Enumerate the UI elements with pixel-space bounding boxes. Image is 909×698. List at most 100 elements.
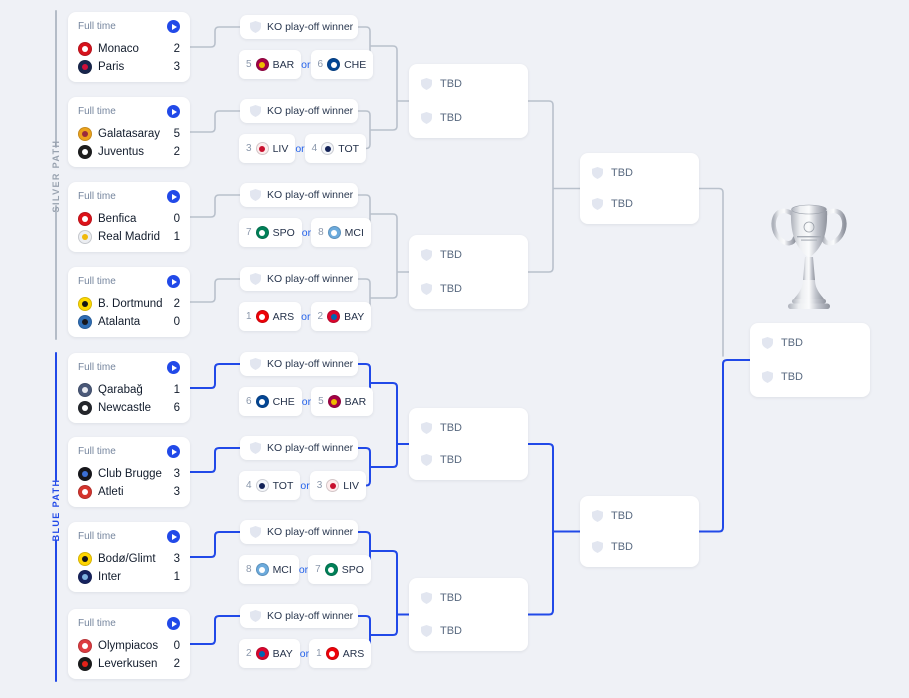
or-separator: or [295,142,305,155]
ko-playoff-winner-label: KO play-off winner [267,610,354,622]
tbd-slot: TBD [611,541,633,553]
play-video-button[interactable] [167,275,180,288]
team-name: Galatasaray [98,128,161,140]
match-card-dortmund-atalanta[interactable]: Full time B. Dortmund 2 Atalanta 0 [68,267,190,337]
play-video-button[interactable] [167,190,180,203]
club-badge-bar [327,395,341,408]
team-row: Benfica 0 [78,210,180,228]
seed-number: 7 [315,564,321,575]
blue-path-rail-top [55,352,57,481]
play-video-button[interactable] [167,445,180,458]
seed-number: 6 [246,396,252,407]
tbd-slot: TBD [440,78,462,90]
shield-icon [250,105,261,117]
tbd-slot: TBD [611,198,633,210]
seed-number: 4 [311,143,318,154]
club-badge-ars [255,310,269,323]
match-card-galatasaray-juventus[interactable]: Full time Galatasaray 5 Juventus 2 [68,97,190,167]
match-status: Full time [78,276,116,287]
shield-icon [421,592,432,604]
match-card-brugge-atleti[interactable]: Full time Club Brugge 3 Atleti 3 [68,437,190,507]
playoff-pairing: 2 BAY or 1 ARS [239,639,372,668]
play-video-button[interactable] [167,361,180,374]
silver-path-rail-top [55,10,57,148]
team-score: 3 [173,553,180,565]
team-name: Leverkusen [98,658,158,670]
seed-number: 1 [246,311,252,322]
playoff-team-left: 5 BAR [239,50,302,79]
shield-icon [421,454,432,466]
match-status: Full time [78,106,116,117]
silver-connectors [189,26,724,357]
team-score: 2 [173,658,180,670]
shield-icon [250,442,261,454]
shield-icon [421,112,432,124]
playoff-team-left: 2 BAY [239,639,300,668]
club-code: MCI [344,226,364,239]
ko-playoff-winner-label: KO play-off winner [267,358,354,370]
playoff-team-left: 6 CHE [239,387,302,416]
team-row: Bodø/Glimt 3 [78,550,180,568]
play-icon [171,533,177,540]
play-video-button[interactable] [167,105,180,118]
or-separator: or [301,310,311,323]
team-name: Bodø/Glimt [98,553,156,565]
team-row: Galatasaray 5 [78,125,180,143]
match-status: Full time [78,446,116,457]
team-score: 6 [173,402,180,414]
team-score: 1 [173,231,180,243]
playoff-team-right: 4 TOT [304,134,367,163]
shield-icon [250,189,261,201]
team-row: Atleti 3 [78,483,180,501]
team-name: Atalanta [98,316,141,328]
team-name: Benfica [98,213,137,225]
seed-number: 6 [317,59,324,70]
team-row: B. Dortmund 2 [78,295,180,313]
play-icon [171,23,177,30]
club-code: BAY [272,647,293,660]
blue-connectors [189,359,751,655]
quarterfinal-box-3: TBD TBD [409,408,528,480]
final-box: TBD TBD [750,323,870,397]
ko-playoff-winner-label: KO play-off winner [267,21,354,33]
quarterfinal-box-4: TBD TBD [409,578,528,651]
match-card-bodoglimt-inter[interactable]: Full time Bodø/Glimt 3 Inter 1 [68,522,190,592]
match-card-olympiacos-leverkusen[interactable]: Full time Olympiacos 0 Leverkusen 2 [68,609,190,679]
blue-path-label: BLUE PATH [51,478,61,542]
play-video-button[interactable] [167,530,180,543]
or-separator: or [301,226,312,239]
shield-icon [592,198,603,210]
club-badge-tot [321,142,335,155]
club-badge-leverkusen [78,657,92,671]
match-card-qarabag-newcastle[interactable]: Full time Qarabağ 1 Newcastle 6 [68,353,190,423]
match-card-monaco-paris[interactable]: Full time Monaco 2 Paris 3 [68,12,190,82]
shield-icon [592,167,603,179]
play-icon [171,193,177,200]
play-icon [171,620,177,627]
club-badge-bar [255,58,269,71]
play-video-button[interactable] [167,20,180,33]
team-name: Olympiacos [98,640,159,652]
shield-icon [592,510,603,522]
play-icon [171,364,177,371]
team-name: Inter [98,571,122,583]
playoff-pairing: 8 MCI or 7 SPO [239,555,371,584]
club-code: ARS [342,647,365,660]
or-separator: or [301,58,311,71]
playoff-pairing: 4 TOT or 3 LIV [239,471,367,500]
shield-icon [421,249,432,261]
shield-icon [762,337,773,349]
club-badge-monaco [78,42,92,56]
shield-icon [250,21,261,33]
match-card-benfica-realmadrid[interactable]: Full time Benfica 0 Real Madrid 1 [68,182,190,252]
club-badge-bay [327,310,341,323]
team-score: 1 [173,571,180,583]
playoff-team-right: 8 MCI [311,218,371,247]
seed-number: 4 [246,480,252,491]
team-row: Real Madrid 1 [78,228,180,246]
play-video-button[interactable] [167,617,180,630]
tbd-slot: TBD [611,510,633,522]
team-score: 1 [173,384,180,396]
tbd-slot: TBD [440,249,462,261]
tbd-slot: TBD [440,592,462,604]
